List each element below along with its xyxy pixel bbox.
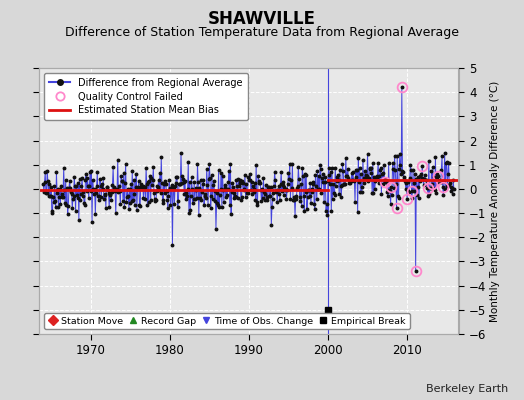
Text: Difference of Station Temperature Data from Regional Average: Difference of Station Temperature Data f… <box>65 26 459 39</box>
Legend: Station Move, Record Gap, Time of Obs. Change, Empirical Break: Station Move, Record Gap, Time of Obs. C… <box>44 313 410 329</box>
Y-axis label: Monthly Temperature Anomaly Difference (°C): Monthly Temperature Anomaly Difference (… <box>490 80 500 322</box>
Text: Berkeley Earth: Berkeley Earth <box>426 384 508 394</box>
Text: SHAWVILLE: SHAWVILLE <box>208 10 316 28</box>
